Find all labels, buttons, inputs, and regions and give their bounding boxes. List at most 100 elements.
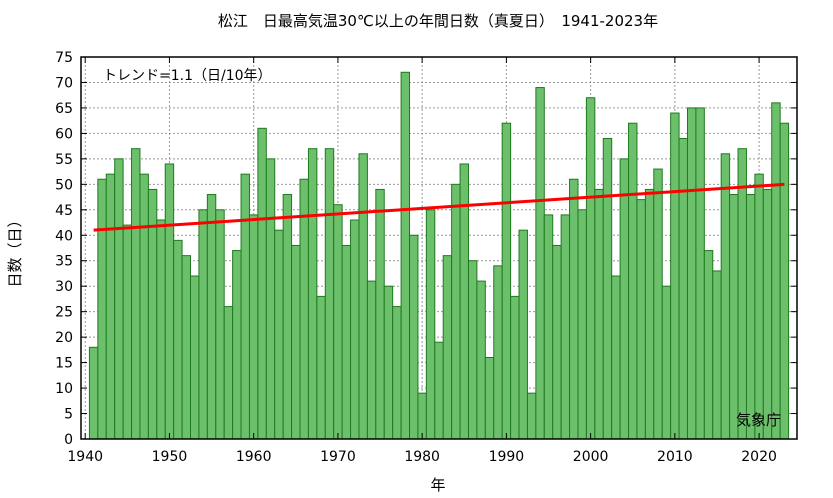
- bar: [366, 280, 377, 440]
- bar: [619, 158, 630, 440]
- bar: [282, 194, 293, 440]
- y-tick-label: 40: [55, 228, 73, 244]
- x-axis-label: 年: [430, 476, 445, 494]
- bar: [467, 260, 478, 440]
- bar: [577, 209, 587, 440]
- bar: [122, 224, 133, 440]
- x-axis: 1940 1950 1960 1970 1980 1990 2000 2010 2020: [67, 57, 777, 465]
- y-tick-label: 50: [55, 177, 73, 193]
- bar: [501, 122, 512, 440]
- bar: [409, 234, 419, 440]
- bar: [510, 295, 520, 440]
- x-tick-label: 1990: [489, 449, 525, 465]
- bar: [569, 178, 579, 440]
- source-label: 気象庁: [736, 411, 781, 429]
- bar: [535, 87, 545, 440]
- x-tick-label: 1980: [404, 449, 440, 465]
- bar: [686, 107, 697, 440]
- bar: [695, 107, 705, 440]
- bar: [434, 341, 444, 440]
- y-tick-label: 70: [55, 75, 73, 91]
- bar: [232, 250, 242, 440]
- bar: [358, 153, 368, 440]
- bar: [383, 285, 394, 440]
- bar: [661, 285, 672, 440]
- bar: [400, 71, 411, 440]
- bar: [417, 392, 427, 440]
- y-tick-label: 10: [55, 381, 73, 397]
- bar: [594, 188, 604, 440]
- bar: [476, 280, 486, 440]
- bar: [729, 194, 739, 440]
- bar: [493, 265, 503, 440]
- bar: [173, 239, 183, 440]
- trend-line: [93, 182, 785, 232]
- bar: [299, 178, 309, 440]
- bar: [425, 209, 436, 440]
- y-tick-label: 25: [55, 305, 73, 321]
- bar: [215, 209, 225, 440]
- bar: [543, 214, 554, 440]
- bar: [139, 173, 149, 440]
- bar: [190, 275, 200, 440]
- bar: [442, 255, 453, 440]
- bar: [560, 214, 571, 440]
- y-tick-label: 65: [55, 101, 73, 117]
- bar: [518, 229, 528, 440]
- bar: [484, 357, 495, 440]
- x-tick-label: 1970: [320, 449, 356, 465]
- bar: [762, 188, 773, 440]
- bar: [164, 163, 175, 440]
- bar: [611, 275, 621, 440]
- y-tick-label: 55: [55, 152, 73, 168]
- bar: [737, 148, 747, 440]
- bar: [114, 158, 124, 440]
- bar: [628, 122, 638, 440]
- bar: [585, 97, 596, 440]
- bar: [257, 127, 267, 440]
- x-tick-label: 2010: [657, 449, 693, 465]
- bar: [88, 346, 99, 440]
- y-tick-label: 20: [55, 330, 73, 346]
- bar: [105, 173, 116, 440]
- y-tick-label: 5: [64, 407, 73, 423]
- y-tick-label: 60: [55, 126, 73, 142]
- bar: [307, 148, 318, 440]
- x-tick-label: 1940: [67, 449, 103, 465]
- bar: [181, 255, 192, 440]
- bar: [720, 153, 731, 440]
- chart-title: 松江 日最高気温30℃以上の年間日数（真夏日） 1941-2023年: [218, 12, 658, 30]
- trend-label: トレンド=1.1（日/10年）: [103, 68, 272, 84]
- x-tick-label: 1960: [236, 449, 272, 465]
- bar: [392, 306, 402, 440]
- x-tick-label: 2020: [741, 449, 777, 465]
- bar: [350, 219, 360, 440]
- bar: [703, 250, 714, 440]
- plot-frame: [80, 56, 798, 440]
- bar: [602, 137, 613, 440]
- y-tick-label: 45: [55, 203, 73, 219]
- bar: [316, 295, 326, 440]
- bar: [375, 188, 385, 440]
- x-tick-label: 2000: [573, 449, 609, 465]
- bar: [670, 112, 680, 440]
- y-tick-label: 30: [55, 279, 73, 295]
- bar: [636, 199, 646, 440]
- x-tick-label: 1950: [152, 449, 188, 465]
- bar: [206, 194, 217, 440]
- y-tick-label: 0: [64, 432, 73, 448]
- bar: [526, 392, 537, 440]
- bar: [333, 204, 343, 440]
- bar: [248, 214, 259, 440]
- bar: [341, 244, 352, 440]
- bar: [131, 148, 141, 440]
- y-axis-label: 日数（日）: [6, 212, 24, 287]
- bar: [771, 102, 781, 440]
- bar: [754, 173, 764, 440]
- bar: [274, 229, 284, 440]
- bar: [97, 178, 107, 440]
- bar: [712, 270, 722, 440]
- bar: [779, 122, 790, 440]
- bar: [223, 306, 234, 440]
